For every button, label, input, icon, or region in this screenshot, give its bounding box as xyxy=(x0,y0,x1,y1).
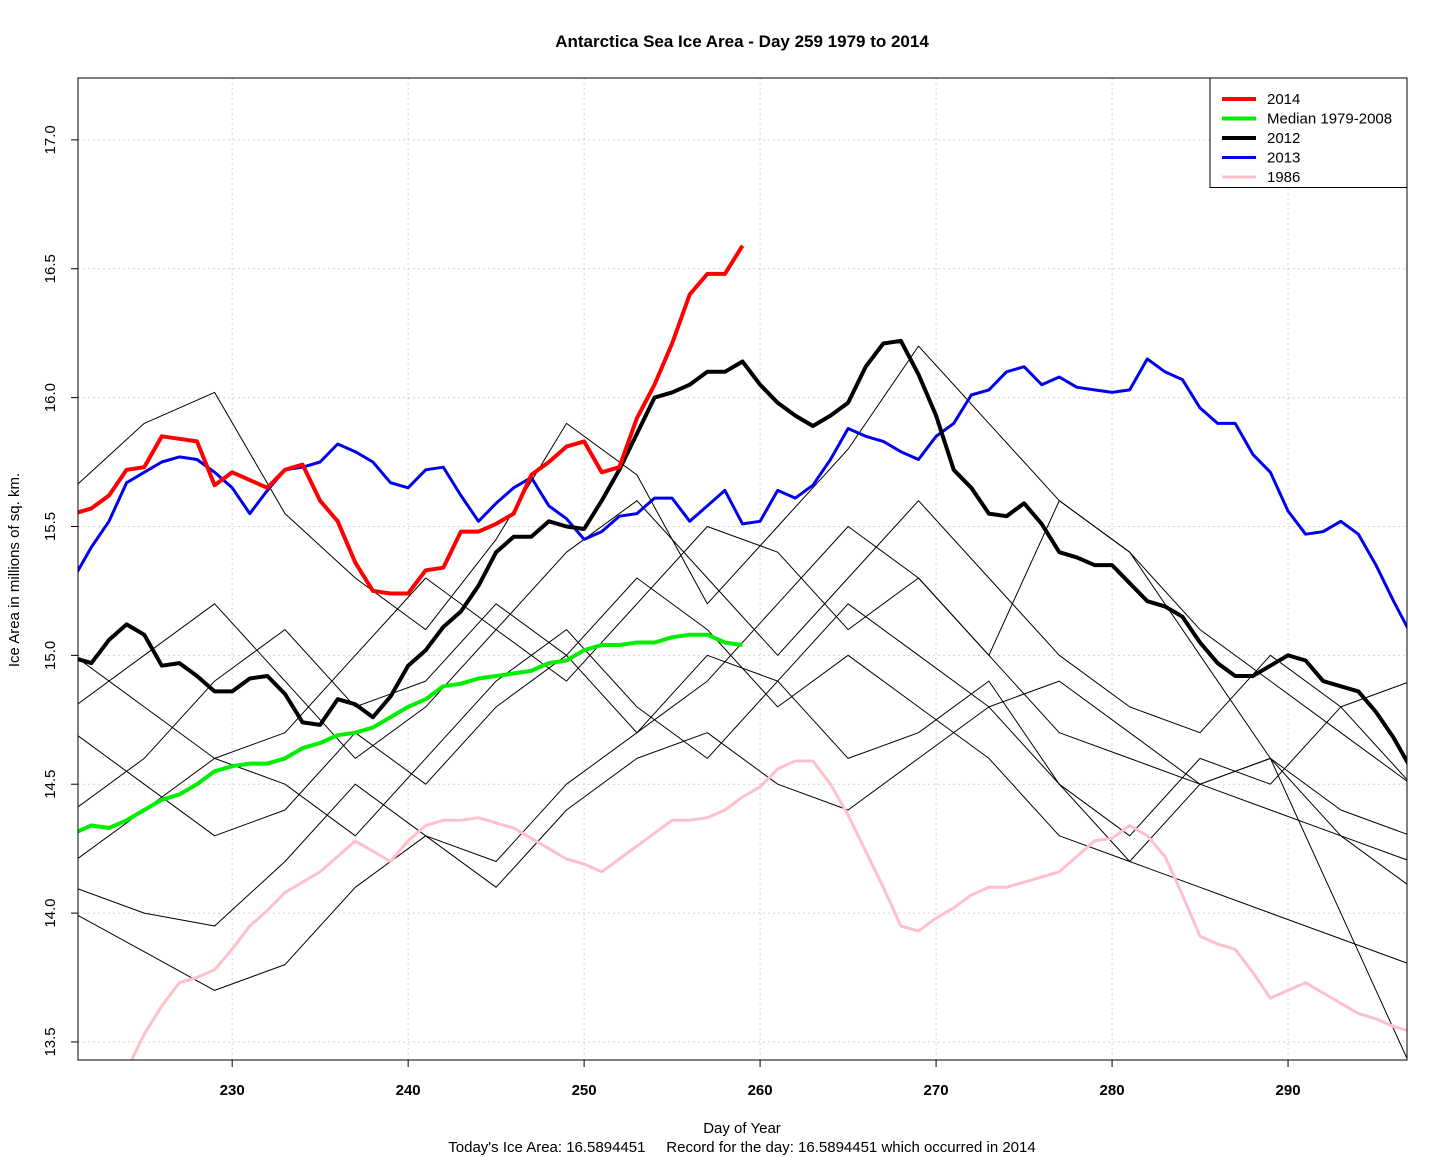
legend-label: Median 1979-2008 xyxy=(1267,111,1392,128)
chart-title: Antarctica Sea Ice Area - Day 259 1979 t… xyxy=(555,32,929,51)
x-tick-label: 260 xyxy=(748,1082,773,1099)
background-line xyxy=(78,603,1407,885)
background-line xyxy=(78,577,1407,964)
legend-box xyxy=(1209,77,1408,188)
background-line xyxy=(78,706,1407,927)
series-line xyxy=(78,338,1407,766)
x-tick-label: 230 xyxy=(220,1082,245,1099)
y-axis-label: Ice Area in millions of sq. km. xyxy=(6,473,23,667)
background-line xyxy=(78,526,1407,861)
x-axis-label: Day of Year xyxy=(703,1120,781,1137)
background-line xyxy=(78,345,1407,782)
grid xyxy=(78,78,1407,1060)
series-line xyxy=(78,632,743,834)
y-tick-label: 14.0 xyxy=(42,898,59,927)
y-tick-label: 16.0 xyxy=(42,383,59,412)
axes: 230 240 250 260 270 280 290 13.5 14.0 14.5 15.0 15.… xyxy=(42,125,1301,1099)
y-tick-label: 15.5 xyxy=(42,512,59,541)
x-tick-label: 270 xyxy=(924,1082,949,1099)
series-line xyxy=(78,244,745,596)
y-tick-label: 17.0 xyxy=(42,125,59,154)
legend-label: 2014 xyxy=(1267,91,1300,108)
x-tick-label: 240 xyxy=(396,1082,421,1099)
plot-lines xyxy=(78,244,1407,1060)
x-tick-label: 250 xyxy=(572,1082,597,1099)
y-tick-label: 16.5 xyxy=(42,254,59,283)
plot-frame xyxy=(77,77,1408,1061)
subtitle: Today's Ice Area: 16.5894451 Record for … xyxy=(448,1139,1035,1156)
legend-label: 2012 xyxy=(1267,130,1300,147)
background-line xyxy=(78,500,1407,1060)
y-tick-label: 15.0 xyxy=(42,641,59,670)
x-tick-label: 290 xyxy=(1276,1082,1301,1099)
x-tick-label: 280 xyxy=(1100,1082,1125,1099)
series-line xyxy=(129,759,1407,1060)
y-tick-label: 13.5 xyxy=(42,1027,59,1056)
background-line xyxy=(78,500,1407,781)
legend-label: 2013 xyxy=(1267,150,1300,167)
legend-label: 1986 xyxy=(1267,169,1300,186)
legend: 2014 Median 1979-2008 2012 2013 1986 xyxy=(1209,77,1408,188)
y-tick-label: 14.5 xyxy=(42,770,59,799)
